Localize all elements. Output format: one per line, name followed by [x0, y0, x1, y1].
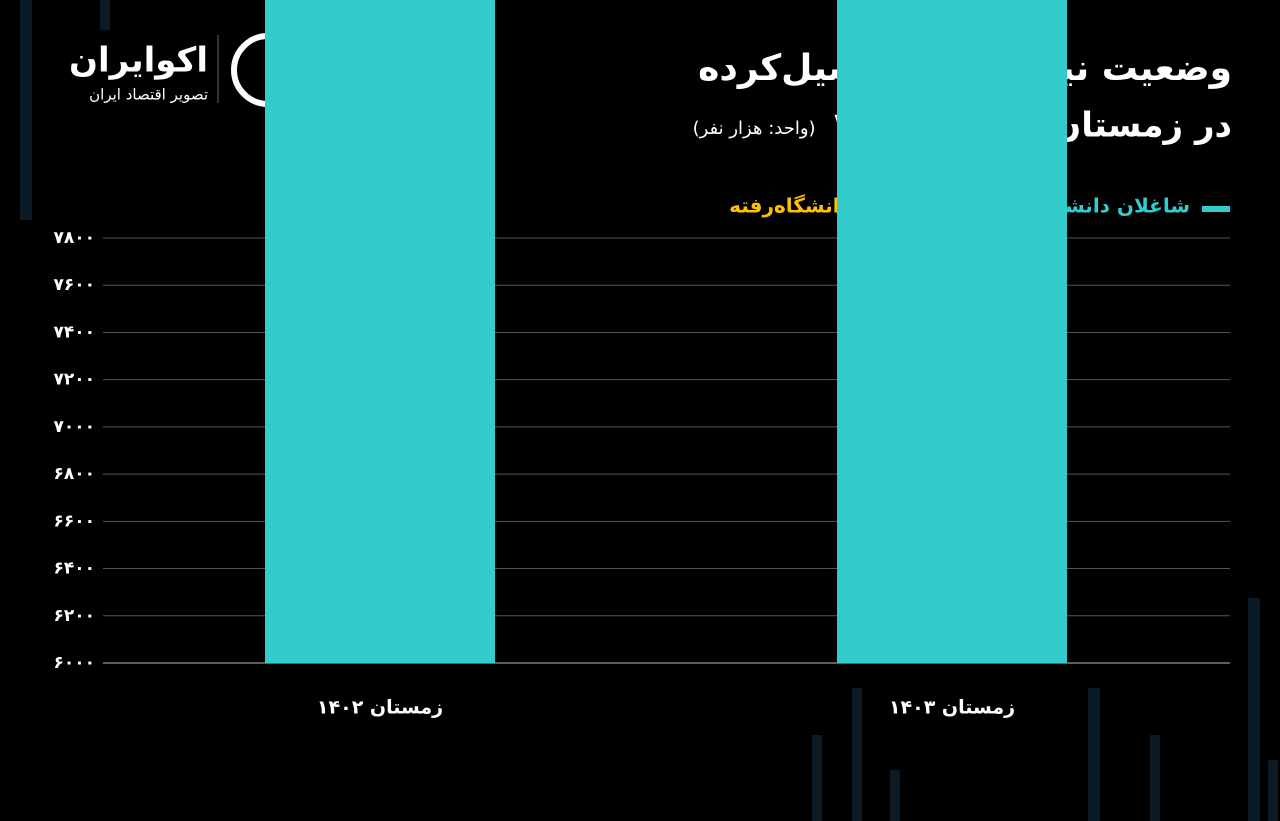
y-tick-label: ۶۶۰۰ — [53, 511, 95, 531]
unit-note: (واحد: هزار نفر) — [693, 118, 816, 139]
y-tick-label: ۶۲۰۰ — [53, 606, 95, 626]
x-tick-label: زمستان ۱۴۰۲ — [317, 697, 443, 719]
x-tick-label: زمستان ۱۴۰۳ — [889, 697, 1015, 719]
bar-segment — [837, 0, 1067, 663]
y-tick-label: ۷۶۰۰ — [53, 275, 95, 295]
y-tick-label: ۷۲۰۰ — [53, 370, 95, 390]
bar-segment — [265, 0, 495, 664]
y-tick-label: ۶۸۰۰ — [53, 464, 95, 484]
y-tick-label: ۶۴۰۰ — [53, 559, 95, 579]
brand-name: اکوایران — [69, 41, 208, 81]
brand-tagline: تصویر اقتصاد ایران — [89, 86, 208, 104]
y-tick-label: ۷۸۰۰ — [53, 228, 95, 248]
y-tick-label: ۷۰۰۰ — [53, 417, 95, 437]
y-tick-label: ۷۴۰۰ — [53, 322, 95, 342]
y-tick-label: ۶۰۰۰ — [53, 653, 95, 673]
